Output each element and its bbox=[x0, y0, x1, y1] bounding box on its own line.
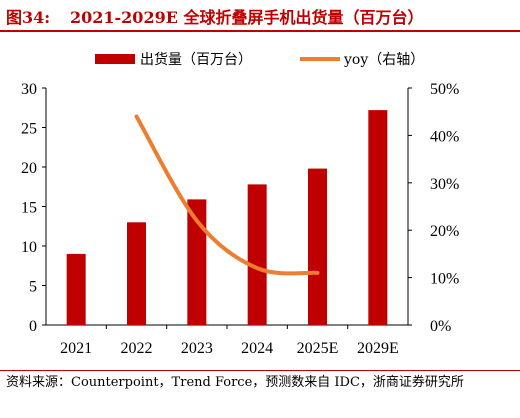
x-tick-label: 2021 bbox=[60, 340, 92, 357]
bar-2021 bbox=[66, 253, 86, 325]
source-note: 资料来源：Counterpoint，Trend Force，预测数来自 IDC，… bbox=[6, 375, 464, 390]
title-bar: 图34: 2021-2029E 全球折叠屏手机出货量（百万台） bbox=[0, 0, 520, 30]
x-tick-label: 2025E bbox=[297, 340, 339, 357]
source-divider bbox=[0, 370, 520, 371]
y-left-tick-label: 30 bbox=[21, 81, 37, 98]
chart-title: 2021-2029E 全球折叠屏手机出货量（百万台） bbox=[70, 8, 424, 27]
legend-label-bar: 出货量（百万台） bbox=[140, 51, 252, 68]
x-tick-label: 2023 bbox=[181, 340, 213, 357]
y-right-tick-label: 40% bbox=[430, 128, 459, 145]
y-left-tick-label: 15 bbox=[21, 200, 37, 217]
y-right-tick-label: 0% bbox=[430, 318, 451, 335]
bar-2024 bbox=[247, 184, 267, 325]
y-left-tick-label: 25 bbox=[21, 121, 37, 138]
y-left-tick-label: 20 bbox=[21, 160, 37, 177]
y-left-tick-label: 10 bbox=[21, 239, 37, 256]
bar-2023 bbox=[187, 199, 207, 325]
chart-area: 出货量（百万台） yoy（右轴） 0 5 10 15 20 25 30 0% 10% 20% 30% 40… bbox=[21, 51, 459, 357]
y-right-tick-label: 20% bbox=[430, 223, 459, 240]
x-tick-label: 2024 bbox=[241, 340, 273, 357]
y-right-tick-label: 30% bbox=[430, 176, 459, 193]
bar-2025E bbox=[308, 168, 327, 325]
y-right-tick-label: 50% bbox=[430, 81, 459, 98]
figure-label: 图34: bbox=[6, 8, 51, 27]
legend-swatch-bar bbox=[95, 54, 135, 64]
bar-2029E bbox=[368, 110, 388, 326]
x-tick-label: 2022 bbox=[121, 340, 153, 357]
x-tick-label: 2029E bbox=[357, 340, 399, 357]
legend-label-line: yoy（右轴） bbox=[343, 52, 424, 68]
yoy-line bbox=[134, 114, 320, 276]
title-divider bbox=[0, 30, 520, 32]
y-right-tick-label: 10% bbox=[430, 271, 459, 288]
y-left-tick-label: 5 bbox=[29, 279, 37, 296]
y-left-tick-label: 0 bbox=[29, 318, 37, 335]
bar-2022 bbox=[127, 222, 146, 325]
